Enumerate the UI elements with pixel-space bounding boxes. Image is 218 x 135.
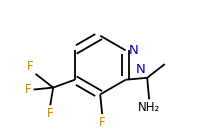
Text: F: F [27, 60, 34, 73]
Text: NH₂: NH₂ [138, 101, 160, 114]
Text: N: N [135, 63, 145, 76]
Text: F: F [47, 107, 54, 120]
Text: F: F [25, 83, 32, 96]
Text: F: F [99, 116, 106, 129]
Text: N: N [129, 44, 138, 57]
